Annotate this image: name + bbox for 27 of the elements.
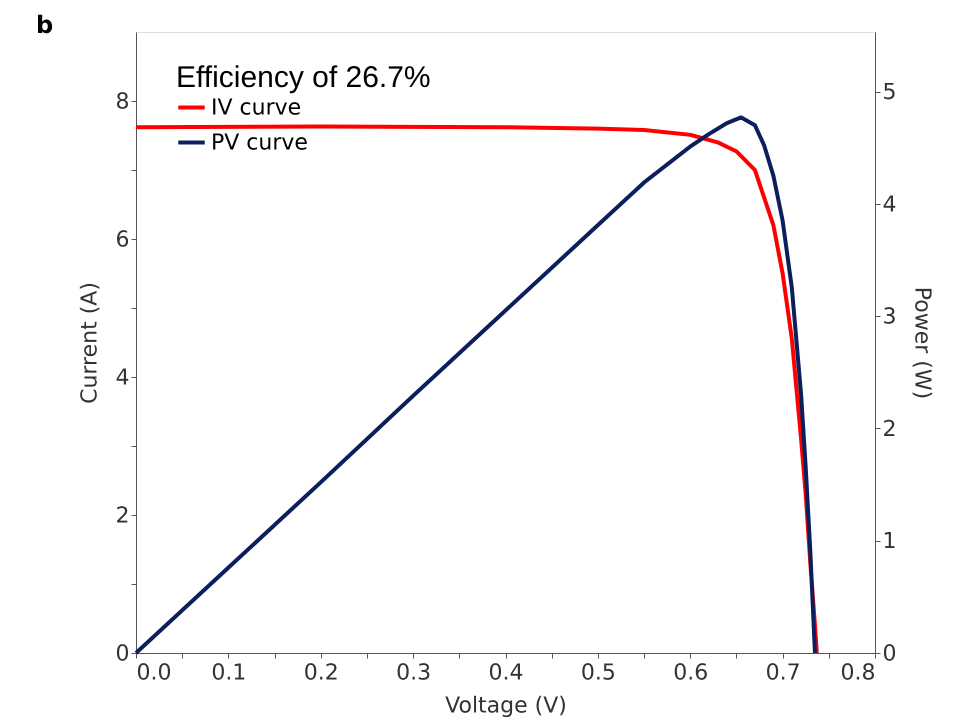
x-tick-label: 0.1 <box>211 660 246 686</box>
y2-tick-label: 1 <box>882 529 896 554</box>
y-tick-label: 6 <box>116 228 130 252</box>
y-tick-label: 0 <box>116 642 130 666</box>
y-axis-title: Current (A) <box>78 282 103 404</box>
y-tick-label: 4 <box>116 366 130 390</box>
y2-tick-label: 4 <box>882 192 896 218</box>
x-tick-label: 0.2 <box>304 660 339 686</box>
x-tick-label: 0.7 <box>766 660 801 686</box>
y2-tick-label: 2 <box>882 416 896 442</box>
y-tick-label: 2 <box>116 504 130 528</box>
y-tick-label: 8 <box>116 90 130 114</box>
y2-tick-label: 5 <box>882 80 896 106</box>
x-tick-label: 0.0 <box>136 660 172 686</box>
y2-tick-label: 0 <box>882 642 896 666</box>
x-axis-title: Voltage (V) <box>445 694 567 718</box>
x-tick-label: 0.4 <box>488 660 524 686</box>
x-tick-label: 0.5 <box>580 660 616 686</box>
y2-axis-title: Power (W) <box>909 286 934 400</box>
text: b <box>36 11 54 39</box>
x-tick-label: 0.8 <box>840 660 876 686</box>
legend-label: PV curve <box>211 130 308 156</box>
x-tick-label: 0.6 <box>673 660 708 686</box>
y2-tick-label: 3 <box>882 304 896 330</box>
annotation: Efficiency of 26.7% <box>176 61 431 94</box>
x-tick-label: 0.3 <box>396 660 432 686</box>
legend-label: IV curve <box>211 96 302 120</box>
